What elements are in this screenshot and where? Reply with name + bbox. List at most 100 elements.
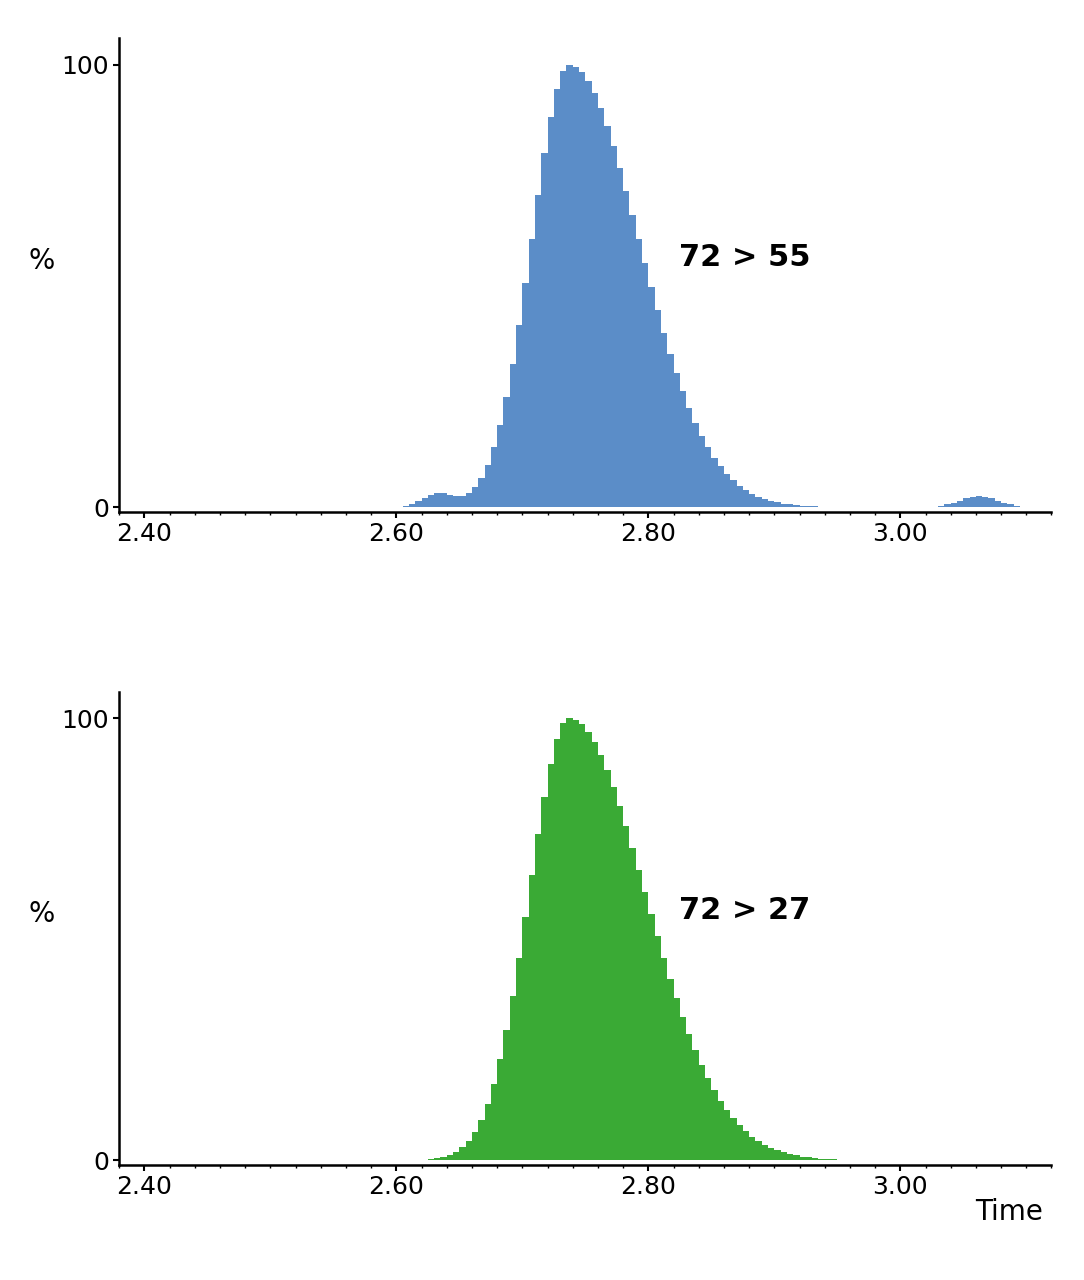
Bar bbox=[957, 500, 964, 507]
Bar bbox=[535, 835, 541, 1161]
Bar bbox=[447, 1155, 453, 1161]
Bar bbox=[402, 506, 409, 507]
Y-axis label: %: % bbox=[28, 900, 55, 928]
Bar bbox=[617, 806, 623, 1161]
Bar bbox=[560, 70, 567, 507]
Bar bbox=[969, 497, 976, 507]
Bar bbox=[409, 504, 415, 507]
Bar bbox=[623, 191, 630, 507]
Bar bbox=[756, 497, 762, 507]
Bar bbox=[711, 457, 718, 507]
Bar bbox=[648, 914, 655, 1161]
Bar bbox=[944, 504, 951, 507]
Bar bbox=[509, 364, 516, 507]
Bar bbox=[731, 1117, 736, 1161]
Bar bbox=[485, 1105, 491, 1161]
Bar bbox=[460, 1147, 466, 1161]
Bar bbox=[503, 397, 509, 507]
Bar bbox=[610, 787, 617, 1161]
Bar bbox=[572, 719, 579, 1161]
Bar bbox=[718, 466, 724, 507]
Bar bbox=[731, 480, 736, 507]
Y-axis label: %: % bbox=[28, 247, 55, 275]
Bar bbox=[516, 325, 522, 507]
Text: 72 > 27: 72 > 27 bbox=[679, 896, 810, 924]
Bar bbox=[769, 1148, 774, 1161]
Bar bbox=[648, 287, 655, 507]
Bar bbox=[642, 892, 648, 1161]
Bar bbox=[951, 503, 957, 507]
Bar bbox=[466, 493, 472, 507]
Bar bbox=[478, 477, 485, 507]
Bar bbox=[780, 503, 787, 507]
Bar bbox=[522, 918, 529, 1161]
Bar bbox=[630, 215, 635, 507]
Bar bbox=[453, 497, 460, 507]
Bar bbox=[668, 978, 673, 1161]
Bar bbox=[635, 239, 642, 507]
Bar bbox=[635, 870, 642, 1161]
Bar bbox=[435, 493, 440, 507]
Bar bbox=[668, 353, 673, 507]
Bar bbox=[705, 1078, 711, 1161]
Bar bbox=[680, 392, 686, 507]
Bar bbox=[736, 1125, 743, 1161]
Bar bbox=[498, 425, 503, 507]
Bar bbox=[774, 1151, 780, 1161]
Bar bbox=[541, 796, 547, 1161]
Bar bbox=[711, 1089, 718, 1161]
Bar bbox=[825, 1160, 831, 1161]
Bar bbox=[529, 239, 535, 507]
Bar bbox=[604, 125, 610, 507]
Bar bbox=[793, 506, 800, 507]
Bar bbox=[630, 847, 635, 1161]
Bar bbox=[466, 1140, 472, 1161]
Bar bbox=[623, 827, 630, 1161]
Bar bbox=[800, 1157, 805, 1161]
Bar bbox=[535, 195, 541, 507]
Bar bbox=[585, 81, 592, 507]
Bar bbox=[472, 1132, 478, 1161]
Bar bbox=[812, 1158, 818, 1161]
Bar bbox=[787, 1155, 793, 1161]
Bar bbox=[579, 72, 585, 507]
Bar bbox=[762, 499, 769, 507]
Bar bbox=[769, 500, 774, 507]
Bar bbox=[693, 422, 699, 507]
Bar bbox=[572, 67, 579, 507]
Bar bbox=[756, 1140, 762, 1161]
Bar bbox=[718, 1101, 724, 1161]
Bar bbox=[529, 876, 535, 1161]
Bar bbox=[680, 1016, 686, 1161]
Bar bbox=[655, 311, 661, 507]
Bar bbox=[749, 1137, 756, 1161]
Bar bbox=[724, 1110, 731, 1161]
Bar bbox=[982, 497, 989, 507]
Bar bbox=[642, 264, 648, 507]
Bar bbox=[610, 146, 617, 507]
Bar bbox=[554, 739, 560, 1161]
Bar bbox=[503, 1030, 509, 1161]
Bar bbox=[604, 771, 610, 1161]
Bar bbox=[673, 998, 680, 1161]
Bar bbox=[818, 1158, 825, 1161]
Bar bbox=[686, 408, 693, 507]
Bar bbox=[554, 88, 560, 507]
Bar bbox=[787, 504, 793, 507]
Bar bbox=[661, 333, 668, 507]
Bar bbox=[567, 65, 572, 507]
Bar bbox=[592, 93, 598, 507]
Bar bbox=[964, 498, 969, 507]
Bar bbox=[989, 498, 995, 507]
Bar bbox=[699, 1065, 705, 1161]
Bar bbox=[541, 154, 547, 507]
Bar bbox=[673, 374, 680, 507]
Bar bbox=[472, 488, 478, 507]
Bar bbox=[415, 500, 422, 507]
Bar bbox=[547, 764, 554, 1161]
Bar bbox=[516, 957, 522, 1161]
Bar bbox=[440, 493, 447, 507]
Bar bbox=[491, 448, 498, 507]
Bar bbox=[805, 1157, 812, 1161]
Bar bbox=[705, 448, 711, 507]
